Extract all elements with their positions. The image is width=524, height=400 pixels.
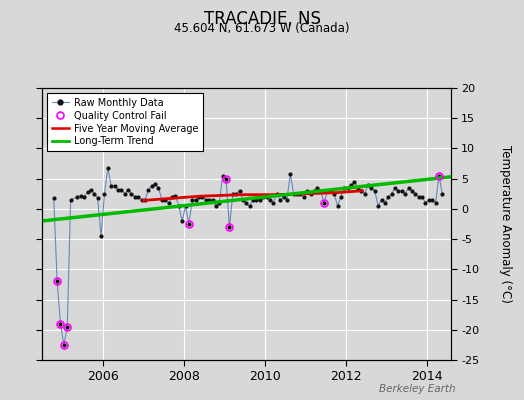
Text: 45.604 N, 61.673 W (Canada): 45.604 N, 61.673 W (Canada) xyxy=(174,22,350,35)
Legend: Raw Monthly Data, Quality Control Fail, Five Year Moving Average, Long-Term Tren: Raw Monthly Data, Quality Control Fail, … xyxy=(47,93,203,151)
Y-axis label: Temperature Anomaly (°C): Temperature Anomaly (°C) xyxy=(499,145,511,303)
Text: TRACADIE, NS: TRACADIE, NS xyxy=(203,10,321,28)
Text: Berkeley Earth: Berkeley Earth xyxy=(379,384,456,394)
